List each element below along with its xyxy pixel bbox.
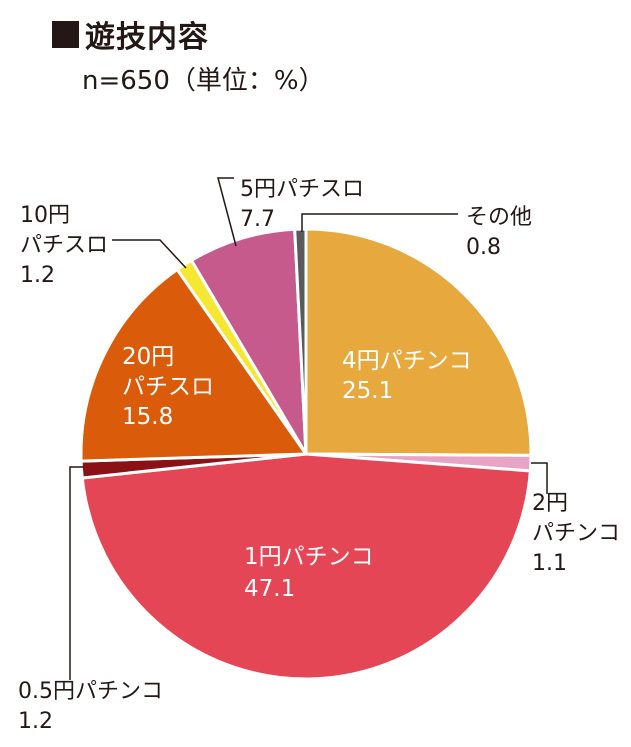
slice-label-line: 2円 — [532, 491, 568, 516]
leader-line-3 — [69, 466, 84, 680]
slice-label-0: 4円パチンコ 25.1 — [342, 348, 472, 404]
slice-label-line: 25.1 — [342, 378, 393, 404]
slice-label-7: その他 0.8 — [466, 205, 532, 260]
pie-slice-7 — [293, 227, 308, 456]
pie-slice-6 — [189, 227, 308, 456]
slice-label-3: 0.5円パチンコ 1.2 — [18, 679, 163, 734]
chart-title: 遊技内容 — [52, 12, 209, 56]
leader-line-1 — [531, 462, 548, 494]
slice-label-line: 1.1 — [532, 551, 567, 576]
slice-label-5: 10円パチスロ 1.2 — [20, 203, 108, 288]
slice-label-2: 1円パチンコ 47.1 — [244, 544, 374, 602]
pie-slices — [79, 227, 533, 681]
slice-label-line: 20円 — [122, 344, 174, 370]
pie-slice-2 — [80, 452, 532, 681]
slice-label-line: パチスロ — [20, 233, 108, 258]
slice-label-line: 0.5円パチンコ — [18, 679, 163, 704]
slice-label-1: 2円パチンコ 1.1 — [532, 491, 620, 576]
leader-line-6 — [217, 177, 237, 247]
leader-line-7 — [301, 213, 458, 232]
slice-label-line: 0.8 — [466, 235, 501, 260]
slice-label-line: パチスロ — [122, 374, 214, 400]
slice-label-line: 47.1 — [244, 576, 295, 602]
pie-slice-0 — [304, 227, 533, 457]
slice-labels: 4円パチンコ 25.1 2円パチンコ 1.1 1円パチンコ 47.1 0.5円パチンコ 1.2… — [18, 177, 620, 734]
slice-label-line: 4円パチンコ — [342, 348, 472, 374]
pie-slice-4 — [79, 268, 308, 463]
slice-label-line: パチンコ — [532, 521, 620, 546]
slice-label-6: 5円パチスロ 7.7 — [240, 177, 364, 232]
slice-label-line: 7.7 — [240, 207, 275, 232]
slice-label-line: 5円パチスロ — [240, 177, 364, 202]
slice-label-4: 20円パチスロ 15.8 — [122, 344, 214, 430]
slice-label-line: 1円パチンコ — [244, 544, 374, 570]
chart-title-text: 遊技内容 — [85, 20, 209, 55]
leader-lines — [69, 177, 548, 680]
title-square-marker — [52, 20, 79, 48]
slice-label-line: 1.2 — [20, 263, 55, 288]
leader-line-5 — [112, 239, 187, 269]
chart-subtitle: n=650（単位：%） — [82, 66, 325, 96]
slice-label-line: 10円 — [20, 203, 70, 228]
slice-label-line: 15.8 — [122, 404, 173, 430]
slice-label-line: 1.2 — [18, 709, 53, 734]
slice-label-line: その他 — [466, 205, 532, 230]
